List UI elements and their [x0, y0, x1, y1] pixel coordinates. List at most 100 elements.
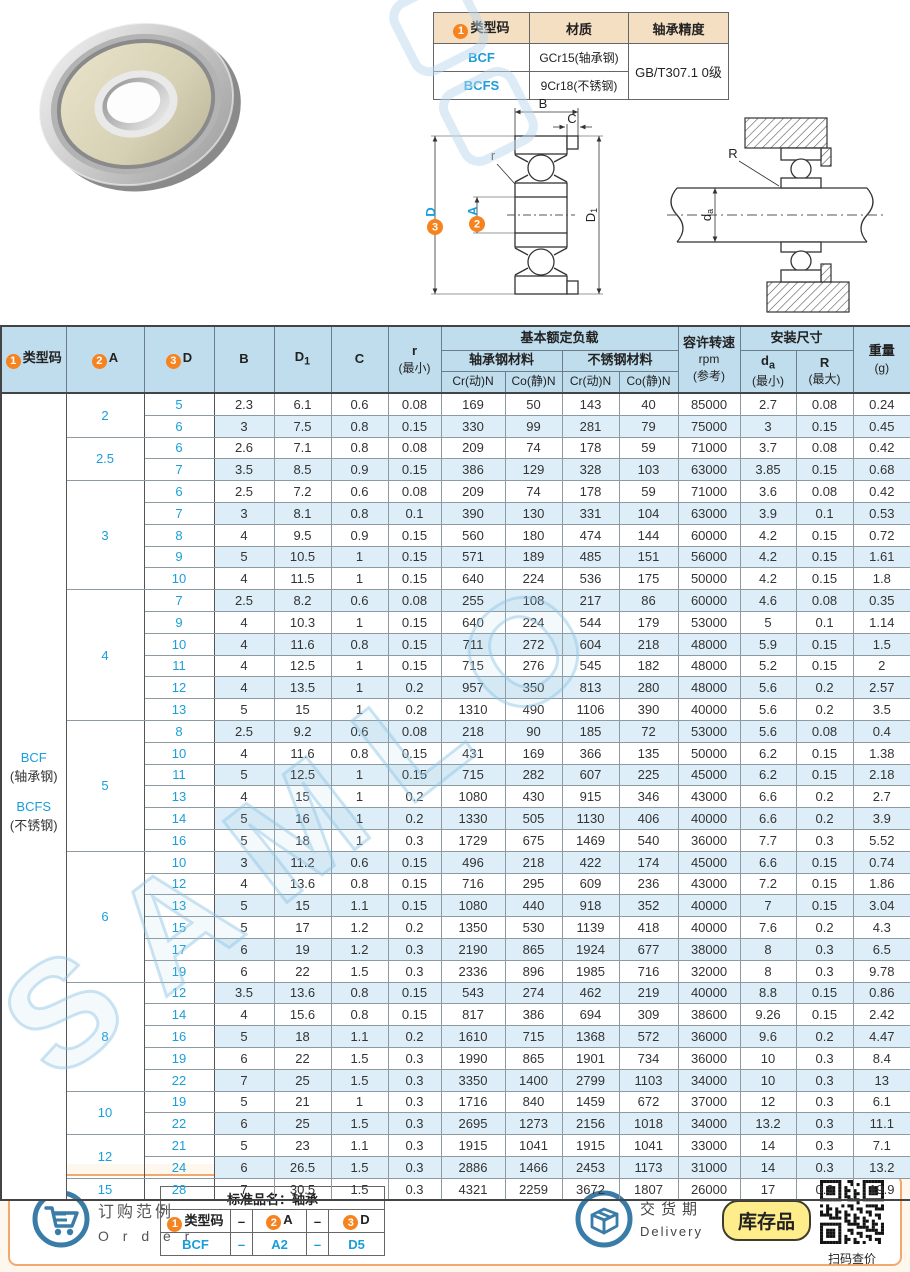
- value-cell: 4.2: [739, 523, 797, 547]
- value-cell: 281: [561, 414, 620, 438]
- value-cell: 0.2: [387, 698, 442, 721]
- value-cell: 0.2: [795, 807, 854, 830]
- value-cell: 0.15: [795, 567, 854, 591]
- value-cell: 896: [504, 959, 563, 983]
- value-cell: 1.38: [852, 741, 910, 765]
- value-cell: 2259: [504, 1177, 563, 1201]
- value-cell: 86: [618, 589, 679, 612]
- table-row: 13 5 15 1 0.2 1310 490 1106 390 40000 5.6 0.2 3.5: [1, 698, 910, 721]
- value-cell: 71000: [677, 480, 741, 503]
- spec-col-material: 材质: [529, 12, 629, 44]
- header-r: r (最小): [387, 325, 442, 394]
- value-cell: 0.2: [795, 676, 854, 700]
- circle-2-icon: 2: [474, 219, 480, 231]
- value-cell: 1.5: [330, 1046, 389, 1070]
- value-cell: 34000: [677, 1068, 741, 1092]
- value-cell: 1: [330, 654, 389, 678]
- value-cell: 1901: [561, 1046, 620, 1070]
- qr-caption: 扫码查价: [827, 1252, 876, 1266]
- value-cell: 8.5: [273, 458, 332, 482]
- table-row: 15 28 7 30.5 1.5 0.3 4321 2259 3672 1807 26000 17 0.…: [1, 1177, 910, 1201]
- value-cell: 60000: [677, 589, 741, 612]
- outer-diameter-D-cell: 8: [143, 523, 215, 547]
- value-cell: 3: [213, 501, 275, 525]
- value-cell: 1: [330, 785, 389, 809]
- order-value-type: BCF: [160, 1232, 231, 1256]
- value-cell: 5: [213, 545, 275, 569]
- table-row: 9 4 10.3 1 0.15 640 224 544 179 53000 5 0.1 1.14: [1, 610, 910, 634]
- value-cell: 1.1: [330, 894, 389, 918]
- value-cell: 4: [213, 632, 275, 656]
- outer-diameter-D-cell: 6: [143, 414, 215, 438]
- value-cell: 15.6: [273, 1003, 332, 1027]
- value-cell: 0.15: [795, 1003, 854, 1027]
- value-cell: 4: [213, 676, 275, 700]
- value-cell: 11.1: [852, 1112, 910, 1136]
- value-cell: 13.6: [273, 981, 332, 1005]
- value-cell: 9.6: [739, 1025, 797, 1048]
- value-cell: 328: [561, 458, 620, 482]
- table-row: 10 4 11.6 0.8 0.15 711 272 604 218 48000 5.9 0.15 1.…: [1, 632, 910, 656]
- value-cell: 572: [618, 1025, 679, 1048]
- inner-diameter-A-cell: 5: [65, 719, 145, 852]
- value-cell: 40: [618, 392, 679, 416]
- value-cell: 604: [561, 632, 620, 656]
- spec-table: 1 类型码 材质 轴承精度 BCF GCr15(轴承钢) GB/T307.1 0级…: [433, 12, 729, 100]
- value-cell: 2.5: [213, 480, 275, 503]
- value-cell: 386: [504, 1003, 563, 1027]
- value-cell: 0.3: [795, 959, 854, 983]
- value-cell: 22: [273, 959, 332, 983]
- value-cell: 10.3: [273, 610, 332, 634]
- value-cell: 2799: [561, 1068, 620, 1092]
- value-cell: 0.15: [795, 894, 854, 918]
- value-cell: 390: [618, 698, 679, 721]
- value-cell: 536: [561, 567, 620, 591]
- value-cell: 13.2: [739, 1112, 797, 1136]
- value-cell: 1990: [440, 1046, 506, 1070]
- spec-material-bcfs: 9Cr18(不锈钢): [529, 71, 629, 100]
- value-cell: 74: [504, 480, 563, 503]
- value-cell: 1080: [440, 785, 506, 809]
- value-cell: 485: [561, 545, 620, 569]
- value-cell: 545: [561, 654, 620, 678]
- value-cell: 1610: [440, 1025, 506, 1048]
- value-cell: 0.15: [387, 523, 442, 547]
- outer-diameter-D-cell: 16: [143, 1025, 215, 1048]
- value-cell: 2190: [440, 937, 506, 961]
- value-cell: 474: [561, 523, 620, 547]
- value-cell: 2.5: [213, 719, 275, 743]
- value-cell: 1.5: [330, 1177, 389, 1201]
- outer-diameter-D-cell: 12: [143, 676, 215, 700]
- value-cell: 2336: [440, 959, 506, 983]
- bearing-photo-graphic: [37, 21, 241, 192]
- value-cell: 0.08: [387, 392, 442, 416]
- value-cell: 0.8: [330, 981, 389, 1005]
- value-cell: 2453: [561, 1155, 620, 1179]
- value-cell: 1985: [561, 959, 620, 983]
- value-cell: 53000: [677, 719, 741, 743]
- value-cell: 675: [504, 828, 563, 852]
- outer-diameter-D-cell: 11: [143, 763, 215, 787]
- order-value-A: A2: [252, 1232, 307, 1256]
- value-cell: 14: [739, 1134, 797, 1157]
- value-cell: 209: [440, 436, 506, 460]
- value-cell: 3: [213, 850, 275, 874]
- value-cell: 0.15: [387, 545, 442, 569]
- value-cell: 0.8: [330, 501, 389, 525]
- value-cell: 218: [618, 632, 679, 656]
- value-cell: 19: [273, 937, 332, 961]
- value-cell: 8: [739, 937, 797, 961]
- spec-col-precision: 轴承精度: [628, 12, 729, 44]
- outer-diameter-D-cell: 10: [143, 850, 215, 874]
- outer-diameter-D-cell: 13: [143, 894, 215, 918]
- outer-diameter-D-cell: 7: [143, 501, 215, 525]
- value-cell: 6.1: [273, 392, 332, 416]
- value-cell: 17: [273, 916, 332, 939]
- table-row: 7 3 8.1 0.8 0.1 390 130 331 104 63000 3.9 0.1 0.53: [1, 501, 910, 525]
- value-cell: 1466: [504, 1155, 563, 1179]
- value-cell: 571: [440, 545, 506, 569]
- value-cell: 0.6: [330, 480, 389, 503]
- value-cell: 677: [618, 937, 679, 961]
- value-cell: 1: [330, 567, 389, 591]
- value-cell: 609: [561, 872, 620, 896]
